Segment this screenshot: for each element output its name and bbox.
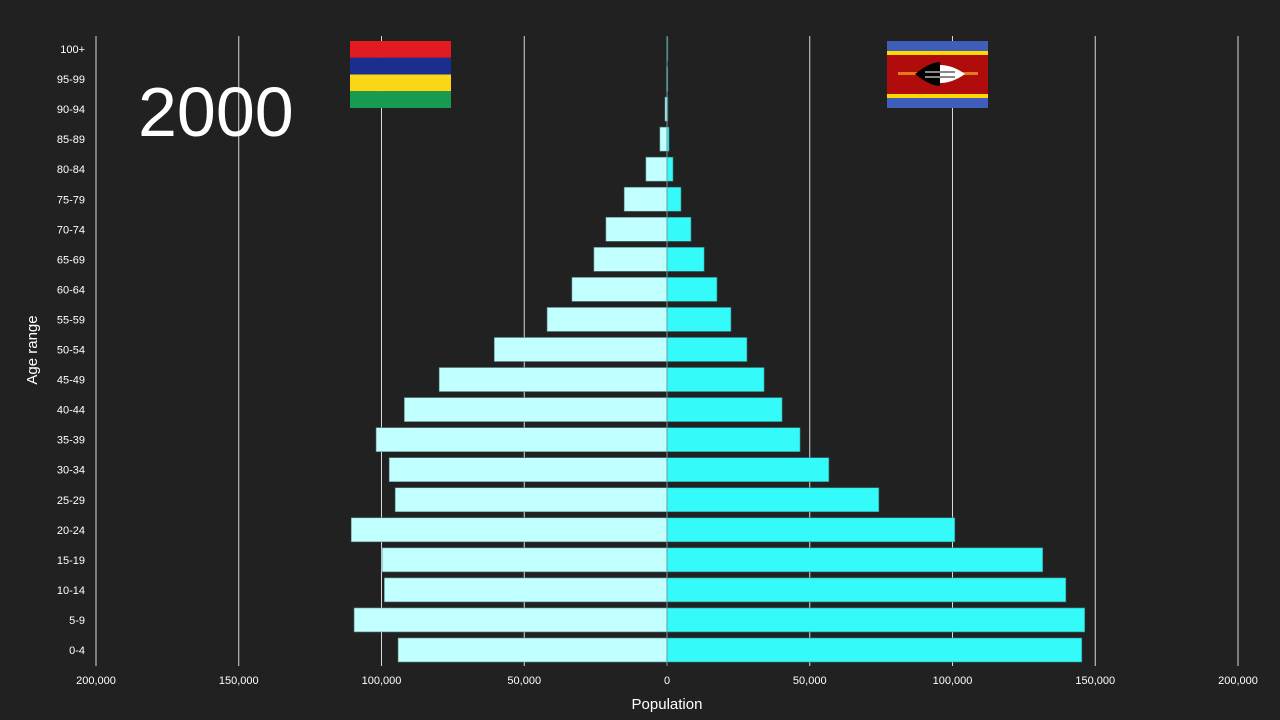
- y-tick-label: 55-59: [57, 314, 85, 326]
- x-tick-label: 200,000: [76, 675, 116, 687]
- mauritius-flag-icon: [350, 41, 451, 108]
- bar-left-20-24: [350, 517, 668, 543]
- y-tick-label: 100+: [60, 44, 85, 56]
- y-tick-label: 5-9: [69, 615, 85, 627]
- bar-right-25-29: [666, 487, 880, 513]
- bar-left-0-4: [397, 637, 668, 663]
- bar-left-75-79: [623, 186, 668, 212]
- y-tick-label: 20-24: [57, 525, 85, 537]
- x-tick-label: 150,000: [219, 675, 259, 687]
- year-label: 2000: [138, 73, 294, 151]
- bar-left-60-64: [571, 277, 668, 302]
- y-tick-label: 85-89: [57, 134, 85, 146]
- bar-left-15-19: [381, 547, 668, 573]
- bar-right-75-79: [666, 186, 682, 212]
- y-tick-label: 45-49: [57, 375, 85, 387]
- bar-left-45-49: [438, 367, 668, 392]
- x-tick-label: 100,000: [933, 675, 973, 687]
- bar-right-60-64: [666, 277, 718, 302]
- y-tick-label: 75-79: [57, 194, 85, 206]
- bar-left-35-39: [375, 427, 668, 452]
- bar-left-25-29: [394, 487, 668, 513]
- bar-left-40-44: [404, 397, 668, 422]
- y-tick-label: 15-19: [57, 555, 85, 567]
- x-tick-label: 200,000: [1218, 675, 1258, 687]
- bar-right-50-54: [666, 337, 748, 362]
- y-tick-label: 0-4: [69, 645, 85, 657]
- bar-left-80-84: [645, 156, 668, 182]
- y-tick-label: 95-99: [57, 74, 85, 86]
- bar-right-45-49: [666, 367, 765, 392]
- bar-left-70-74: [605, 217, 668, 242]
- bar-right-15-19: [666, 547, 1044, 573]
- bar-left-65-69: [593, 247, 668, 272]
- bar-right-70-74: [666, 217, 692, 242]
- bar-left-85-89: [659, 126, 668, 152]
- x-tick-label: 50,000: [507, 675, 541, 687]
- y-tick-label: 50-54: [57, 345, 85, 357]
- y-tick-label: 70-74: [57, 224, 85, 236]
- x-tick-label: 0: [664, 675, 670, 687]
- bar-right-65-69: [666, 247, 705, 272]
- y-tick-label: 65-69: [57, 254, 85, 266]
- bar-right-0-4: [666, 637, 1083, 663]
- x-axis-label: Population: [632, 696, 703, 713]
- y-tick-label: 10-14: [57, 585, 85, 597]
- x-tick-label: 100,000: [362, 675, 402, 687]
- bar-right-20-24: [666, 517, 956, 543]
- bar-left-50-54: [493, 337, 668, 362]
- x-tick-label: 150,000: [1075, 675, 1115, 687]
- bar-left-10-14: [384, 577, 668, 603]
- bar-left-55-59: [546, 307, 668, 332]
- bar-left-30-34: [388, 457, 668, 483]
- y-tick-label: 40-44: [57, 405, 85, 417]
- x-tick-label: 50,000: [793, 675, 827, 687]
- y-tick-label: 30-34: [57, 465, 85, 477]
- y-tick-label: 60-64: [57, 284, 85, 296]
- y-tick-label: 80-84: [57, 164, 85, 176]
- bar-left-5-9: [353, 607, 668, 633]
- bar-right-5-9: [666, 607, 1085, 633]
- bar-right-35-39: [666, 427, 801, 452]
- eswatini-flag-icon: [887, 41, 988, 108]
- bar-right-40-44: [666, 397, 783, 422]
- bar-right-10-14: [666, 577, 1067, 603]
- y-tick-label: 25-29: [57, 495, 85, 507]
- y-tick-label: 90-94: [57, 104, 85, 116]
- bar-right-80-84: [666, 156, 674, 182]
- y-tick-label: 35-39: [57, 435, 85, 447]
- bar-right-30-34: [666, 457, 830, 483]
- y-axis-label: Age range: [24, 315, 41, 384]
- bar-right-55-59: [666, 307, 732, 332]
